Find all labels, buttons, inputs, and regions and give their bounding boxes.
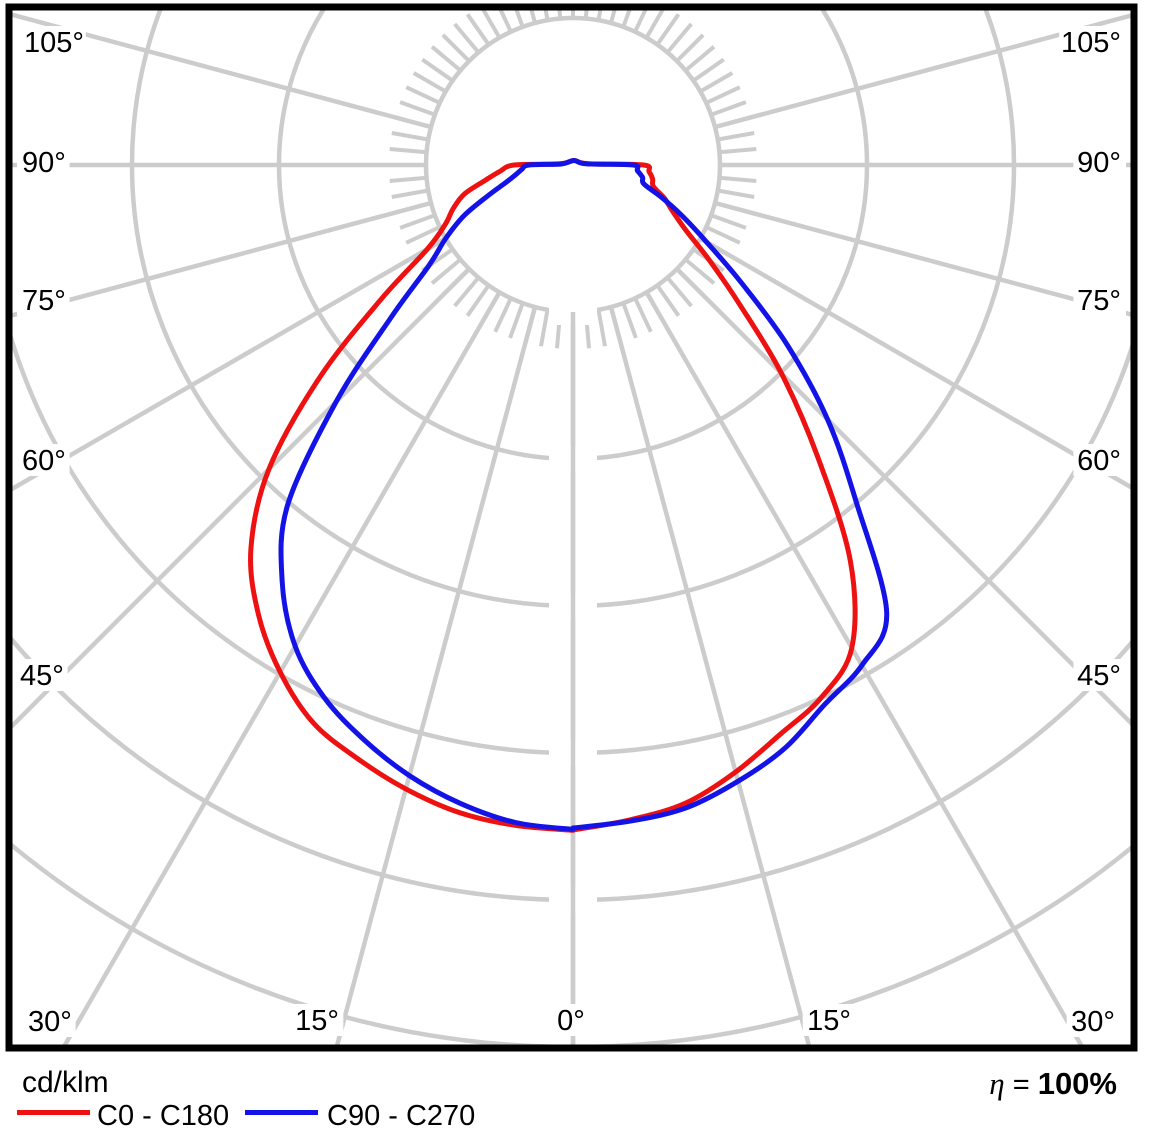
legend-swatch-c0-c180 [17,1110,90,1115]
polar-intensity-chart: 105° 90° 75° 60° 45° 30° 15° 0° 15° 30° 45° 60° 75° 9… [5,3,1138,1052]
angle-label: 75° [1077,285,1121,317]
eta-equals: = [1004,1069,1038,1101]
legend-label-c90-c270: C90 - C270 [327,1100,476,1132]
legend-label-c0-c180: C0 - C180 [97,1100,230,1132]
angle-label: 75° [22,285,66,317]
unit-label: cd/klm [22,1066,109,1099]
polar-grid: 105° 90° 75° 60° 45° 30° 15° 0° 15° 30° 45° 60° 75° 9… [12,10,1131,1045]
angle-label: 15° [295,1005,339,1037]
angle-label: 105° [24,27,84,59]
angle-label: 30° [28,1006,72,1038]
angle-label: 30° [1071,1006,1115,1038]
angle-label: 15° [807,1005,851,1037]
eta-value: 100% [1037,1066,1117,1101]
angle-label: 60° [1077,445,1121,477]
angle-label: 45° [1077,660,1121,692]
curve-C90-C270 [278,158,890,832]
plot-frame [5,3,1138,1052]
angle-label: 0° [557,1005,585,1037]
eta-symbol: η [989,1066,1005,1101]
angle-label: 90° [22,147,66,179]
angle-label: 45° [20,660,64,692]
efficiency-text: η = 100% [989,1066,1117,1102]
angle-label: 60° [22,445,66,477]
angle-label: 105° [1061,27,1121,59]
angle-label: 90° [1077,147,1121,179]
legend-swatch-c90-c270 [245,1110,318,1115]
